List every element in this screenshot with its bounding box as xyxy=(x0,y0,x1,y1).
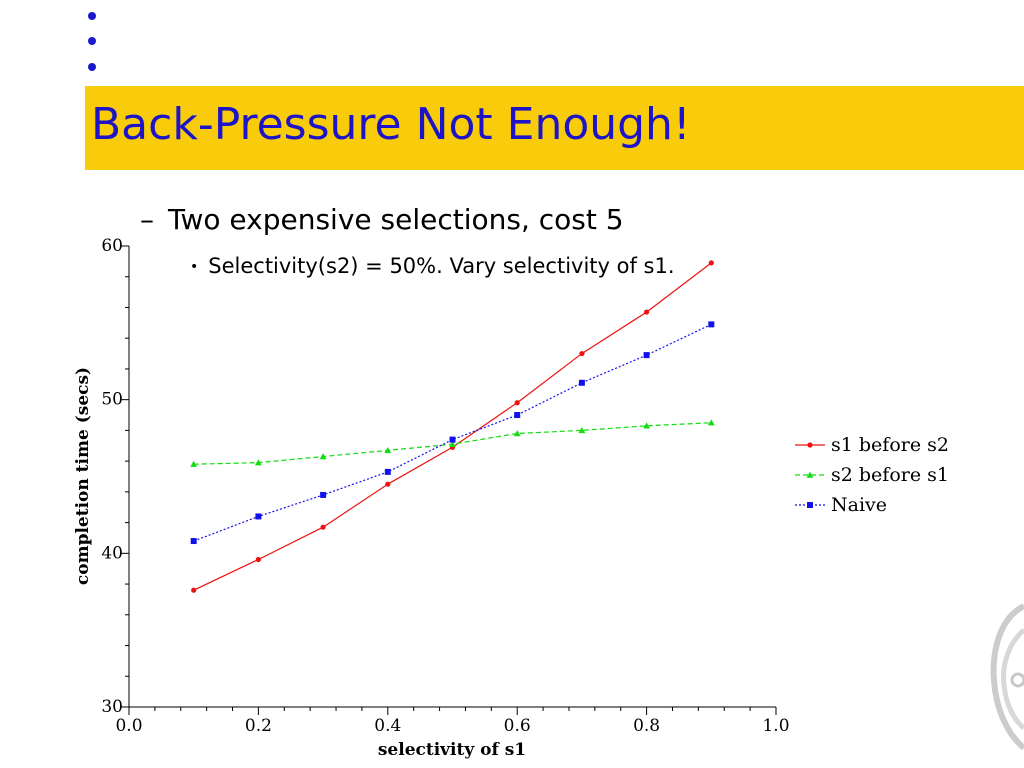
decorative-dots xyxy=(88,8,100,78)
logo-icon xyxy=(990,603,1024,750)
data-point-series-2 xyxy=(578,427,586,434)
x-axis-label: selectivity of s1 xyxy=(378,740,526,760)
data-point-series-2 xyxy=(190,460,198,467)
legend-label-1: s1 before s2 xyxy=(831,434,949,456)
data-point-series-3 xyxy=(449,436,456,443)
data-point-series-1 xyxy=(385,481,391,487)
x-tick-label: 0.2 xyxy=(245,716,272,736)
data-point-series-3 xyxy=(190,538,197,545)
data-point-series-3 xyxy=(708,321,715,328)
legend-label-3: Naive xyxy=(831,494,887,516)
data-point-series-3 xyxy=(384,468,391,475)
data-point-series-2 xyxy=(449,440,456,447)
slide-title: Back-Pressure Not Enough! xyxy=(91,99,691,150)
y-tick-label: 30 xyxy=(101,697,123,717)
x-tick-label: 0.0 xyxy=(115,716,142,736)
legend-marker-1 xyxy=(807,442,813,448)
legend-label-2: s2 before s1 xyxy=(831,464,949,486)
series-line-3 xyxy=(193,323,712,542)
bullet-level-1: – Two expensive selections, cost 5 xyxy=(140,203,624,236)
legend-marker-2 xyxy=(806,471,814,478)
dot-icon xyxy=(88,12,96,20)
data-point-series-3 xyxy=(320,491,327,498)
x-tick-label: 0.8 xyxy=(633,716,660,736)
dot-icon xyxy=(88,37,96,45)
data-point-series-3 xyxy=(643,352,650,359)
y-tick-label: 60 xyxy=(101,236,123,256)
bullet-dash-marker: – xyxy=(140,203,154,236)
data-point-series-2 xyxy=(384,446,392,454)
data-point-series-2 xyxy=(643,422,650,429)
bullet-text: Selectivity(s2) = 50%. Vary selectivity … xyxy=(208,254,675,278)
data-point-series-1 xyxy=(191,587,197,593)
data-point-series-3 xyxy=(514,412,521,419)
data-point-series-2 xyxy=(513,430,521,437)
data-point-series-1 xyxy=(708,260,714,266)
data-point-series-1 xyxy=(514,400,520,406)
data-point-series-2 xyxy=(707,419,715,426)
dot-icon xyxy=(88,63,96,71)
title-bar: Back-Pressure Not Enough! xyxy=(85,86,1024,170)
y-tick-label: 50 xyxy=(101,390,123,410)
y-tick-label: 40 xyxy=(101,543,123,563)
x-tick-label: 0.4 xyxy=(374,716,401,736)
data-point-series-1 xyxy=(579,350,585,357)
legend-marker-3 xyxy=(807,502,813,508)
bullet-text: Two expensive selections, cost 5 xyxy=(168,203,624,236)
y-axis-label: completion time (secs) xyxy=(73,367,93,585)
x-tick-label: 1.0 xyxy=(762,716,789,736)
bullet-level-2: • Selectivity(s2) = 50%. Vary selectivity… xyxy=(190,254,675,278)
data-point-series-2 xyxy=(255,459,262,466)
x-tick-label: 0.6 xyxy=(504,716,531,736)
data-point-series-1 xyxy=(255,556,261,563)
data-point-series-2 xyxy=(319,453,327,460)
data-point-series-3 xyxy=(578,379,585,386)
data-point-series-3 xyxy=(255,513,262,520)
bullet-dot-marker: • xyxy=(190,259,199,275)
data-point-series-1 xyxy=(320,524,326,530)
data-point-series-1 xyxy=(644,309,650,315)
